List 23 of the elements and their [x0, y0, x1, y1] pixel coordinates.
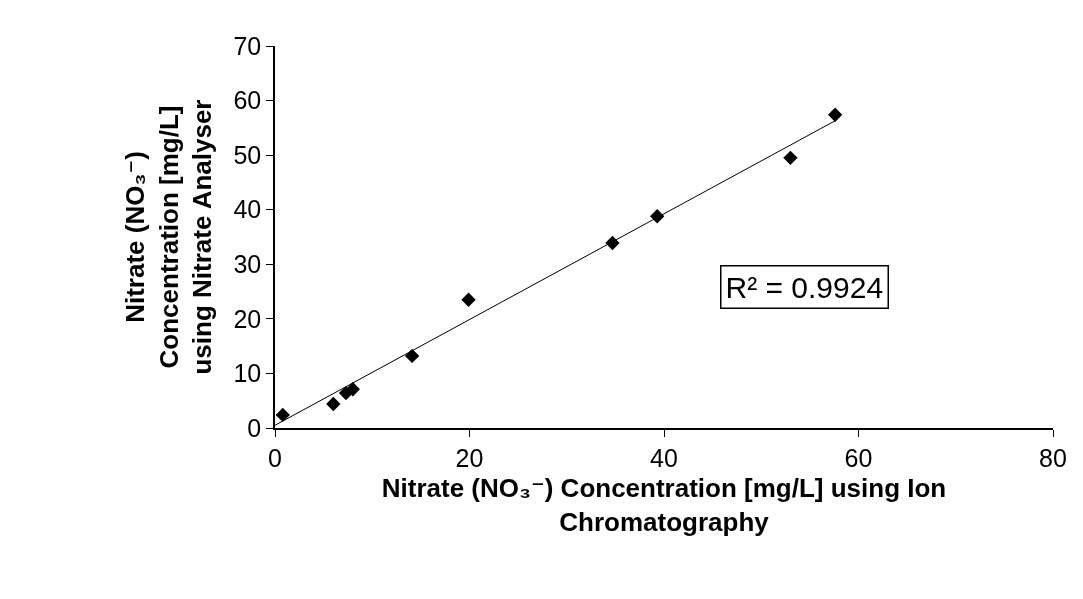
point [404, 348, 420, 364]
y-tick-label: 10 [233, 359, 262, 388]
point [783, 150, 798, 166]
y-tick-label: 70 [233, 31, 262, 60]
y-tick-label: 60 [233, 86, 262, 115]
point [326, 396, 341, 412]
y-tick-label: 50 [233, 140, 262, 169]
point [275, 407, 290, 423]
x-tick-label: 40 [650, 443, 678, 472]
y-tick-label: 0 [247, 413, 262, 442]
y-tick-label: 40 [233, 195, 262, 224]
point [828, 107, 843, 122]
y-tick-label: 30 [233, 250, 262, 279]
x-tick-label: 80 [1039, 443, 1067, 472]
y-axis-title: Nitrate (NO₃⁻) Concentration [mg/L] using Nitrate Analyser [119, 99, 218, 375]
x-tick-label: 0 [268, 443, 282, 472]
annotation: R² = 0.9924 [725, 270, 884, 304]
x-tick-label: 20 [455, 443, 484, 472]
y-tick-label: 20 [233, 304, 262, 333]
x-tick-label: 60 [844, 443, 873, 472]
point [461, 292, 476, 307]
x-axis-title: Nitrate (NO₃⁻) Concentration [mg/L] using Ion Chromatography [381, 472, 947, 537]
point [345, 382, 360, 397]
